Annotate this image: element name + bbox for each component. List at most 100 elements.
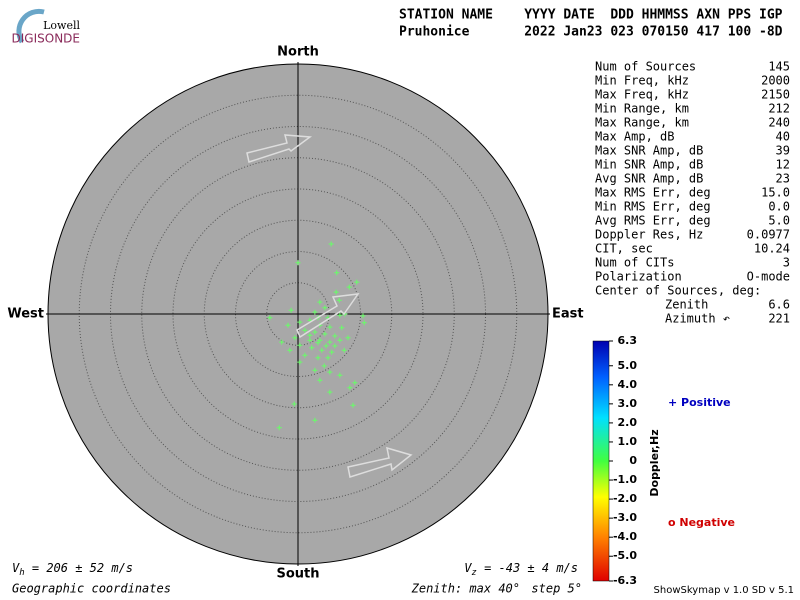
colorbar-tick-label: 5.0 <box>618 359 638 372</box>
header-columns: STATION NAME YYYY DATE DDD HHMMSS AXN PP… <box>399 8 783 23</box>
source-point <box>336 297 342 303</box>
plot: North South East West <box>7 45 583 582</box>
source-point <box>292 335 298 341</box>
stat-value: 10.24 <box>754 242 790 256</box>
stat-label: Min Range, km <box>595 102 689 116</box>
source-point <box>328 241 334 247</box>
center-value: 6.6 <box>768 298 790 312</box>
stat-label: Max Freq, kHz <box>595 88 689 102</box>
source-point <box>319 347 325 353</box>
source-point <box>327 389 333 395</box>
stat-label: Max Range, km <box>595 116 689 130</box>
source-point <box>341 347 347 353</box>
arrow <box>246 134 313 163</box>
stat-value: 15.0 <box>761 186 790 200</box>
source-point <box>321 363 327 369</box>
stat-value: 0.0977 <box>747 228 790 242</box>
source-point <box>288 307 294 313</box>
source-point <box>354 279 360 285</box>
source-point <box>337 337 343 343</box>
stat-label: Polarization <box>595 270 682 284</box>
source-point <box>315 355 321 361</box>
zenith-max: Zenith: max 40° <box>411 582 520 596</box>
source-point <box>352 380 358 386</box>
source-point <box>302 327 308 333</box>
stat-value: 40 <box>776 130 790 144</box>
vh: Vh = 206 ± 52 m/s <box>12 561 133 578</box>
dir-south: South <box>276 567 319 582</box>
arrow <box>347 446 413 478</box>
stat-value: 2000 <box>761 74 790 88</box>
source-point <box>346 284 352 290</box>
zenith-step: step 5° <box>531 582 582 596</box>
source-point <box>312 329 318 335</box>
source-point <box>285 322 291 328</box>
source-point <box>329 349 335 355</box>
colorbar-label: Doppler,Hz <box>648 429 661 496</box>
stat-value: 145 <box>768 60 790 74</box>
source-point <box>297 342 303 348</box>
stat-value: 3 <box>783 256 790 270</box>
source-point <box>307 332 313 338</box>
source-point <box>317 377 323 383</box>
stat-label: Max SNR Amp, dB <box>595 144 703 158</box>
colorbar-tick-label: 0 <box>629 454 637 467</box>
source-point <box>360 313 366 319</box>
source-point <box>327 324 333 330</box>
source-point <box>295 260 301 266</box>
stat-value: 5.0 <box>768 214 790 228</box>
source-point <box>345 335 351 341</box>
source-point <box>309 345 315 351</box>
logo-top: Lowell <box>43 19 80 32</box>
stat-value: 2150 <box>761 88 790 102</box>
source-point <box>327 369 333 375</box>
stat-label: Min RMS Err, deg <box>595 200 711 214</box>
stat-value: 23 <box>776 172 790 186</box>
colorbar-tick-label: 1.0 <box>618 435 638 448</box>
stat-value: 0.0 <box>768 200 790 214</box>
dir-east: East <box>552 307 584 322</box>
legend-negative: o Negative <box>668 516 735 529</box>
source-point <box>327 339 333 345</box>
center-label: Azimuth ↶ <box>665 312 730 326</box>
source-point <box>279 339 285 345</box>
arrow <box>296 293 360 339</box>
source-point <box>332 343 338 349</box>
source-point <box>332 333 338 339</box>
source-point <box>297 359 303 365</box>
stat-value: 12 <box>776 158 790 172</box>
stat-label: Min SNR Amp, dB <box>595 158 703 172</box>
header-values: Pruhonice 2022 Jan23 023 070150 417 100 … <box>399 25 783 40</box>
source-point <box>347 385 353 391</box>
colorbar-tick-label: -6.3 <box>613 574 637 587</box>
source-point <box>323 343 329 349</box>
source-point <box>315 340 321 346</box>
source-point <box>312 367 318 373</box>
source-point <box>267 315 273 321</box>
source-point <box>322 305 328 311</box>
colorbar-tick-label: 2.0 <box>618 416 638 429</box>
version: ShowSkymap v 1.0 SD v 5.1 <box>654 585 794 596</box>
center-value: 221 <box>768 312 790 326</box>
source-point <box>287 347 293 353</box>
stat-label: Avg RMS Err, deg <box>595 214 711 228</box>
stat-label: Max RMS Err, deg <box>595 186 711 200</box>
colorbar-tick-label: -4.0 <box>613 530 637 543</box>
source-point <box>339 325 345 331</box>
legend-positive: + Positive <box>668 396 731 409</box>
stat-label: Doppler Res, Hz <box>595 228 703 242</box>
source-point <box>337 312 343 318</box>
colorbar-tick-label: 6.3 <box>618 334 638 347</box>
colorbar <box>592 340 610 582</box>
colorbar-tick-label: 4.0 <box>618 378 638 391</box>
stat-label: Num of Sources <box>595 60 696 74</box>
center-label: Zenith <box>665 298 708 312</box>
source-point <box>334 270 340 276</box>
source-point <box>297 319 303 325</box>
source-point <box>312 417 318 423</box>
stat-label: Num of CITs <box>595 256 674 270</box>
source-point <box>302 352 308 358</box>
logo-bottom: DIGISONDE <box>12 32 80 46</box>
stat-label: Max Amp, dB <box>595 130 674 144</box>
